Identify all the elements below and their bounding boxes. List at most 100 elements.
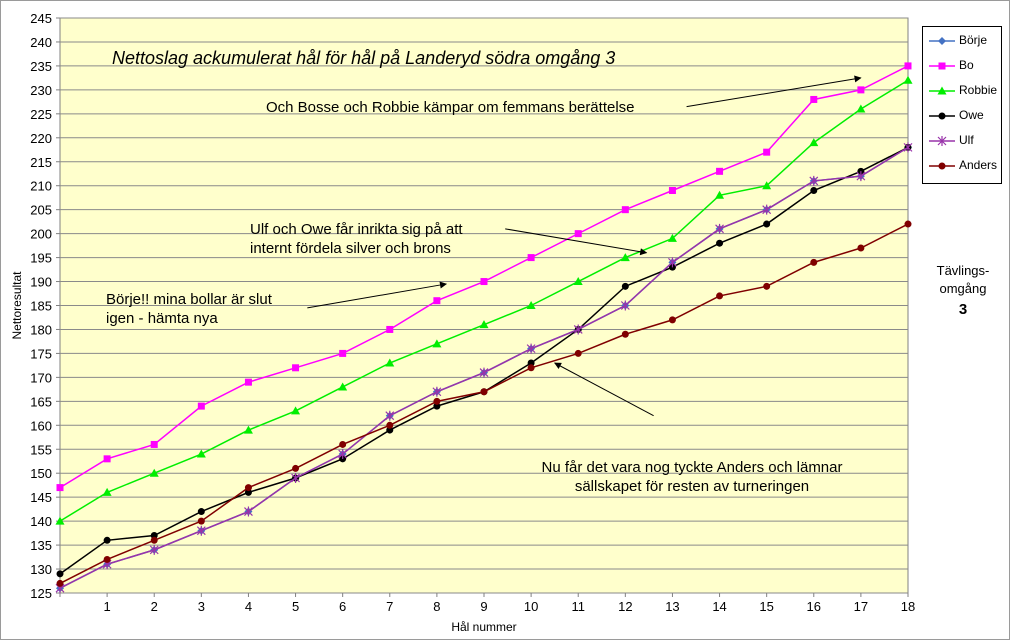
data-point-robbie bbox=[243, 425, 253, 434]
data-point-owe bbox=[810, 187, 818, 194]
legend-item-owe: Owe bbox=[923, 106, 1001, 126]
data-point-ulf bbox=[479, 367, 489, 378]
x-tick-label: 15 bbox=[759, 599, 773, 614]
data-point-bo bbox=[56, 484, 64, 492]
y-tick-label: 125 bbox=[30, 586, 52, 601]
data-point-anders bbox=[668, 316, 676, 324]
annotation-anders: Nu får det vara nog tyckte Anders och lä… bbox=[522, 458, 862, 496]
legend-marker-ulf bbox=[937, 136, 947, 146]
annotation-borje-line-2: igen - hämta nya bbox=[106, 310, 218, 327]
data-point-anders bbox=[339, 440, 347, 448]
data-point-ulf bbox=[526, 343, 536, 354]
data-point-anders bbox=[103, 555, 111, 563]
y-tick-label: 200 bbox=[30, 227, 52, 242]
chart-legend: Börje Bo Robbie Owe Ulf Anders bbox=[922, 26, 1002, 184]
data-point-owe bbox=[150, 532, 158, 539]
data-point-robbie bbox=[55, 516, 65, 525]
data-point-robbie bbox=[573, 277, 583, 286]
data-point-bo bbox=[433, 297, 441, 305]
y-tick-label: 140 bbox=[30, 514, 52, 529]
data-point-ulf bbox=[196, 525, 206, 536]
annotation-ulf-line-1: Ulf och Owe får inrikta sig på att bbox=[250, 221, 463, 238]
legend-item-bo: Bo bbox=[923, 56, 1001, 76]
data-point-owe bbox=[716, 239, 724, 247]
y-tick-label: 150 bbox=[30, 466, 52, 481]
x-tick-label: 6 bbox=[339, 599, 346, 614]
data-point-anders bbox=[150, 536, 158, 544]
y-tick-label: 245 bbox=[30, 11, 52, 26]
data-point-ulf bbox=[715, 223, 724, 234]
y-tick-label: 240 bbox=[30, 35, 52, 50]
data-point-bo bbox=[292, 364, 300, 372]
data-point-robbie bbox=[149, 468, 159, 477]
series-ulf bbox=[55, 142, 913, 594]
data-point-bo bbox=[103, 455, 111, 463]
legend-marker-robbie bbox=[937, 86, 947, 95]
data-point-ulf bbox=[762, 204, 772, 215]
data-point-robbie bbox=[102, 487, 112, 496]
data-point-robbie bbox=[809, 138, 819, 147]
x-tick-label: 13 bbox=[665, 599, 679, 614]
data-point-robbie bbox=[856, 104, 866, 113]
legend-label-robbie: Robbie bbox=[959, 83, 998, 97]
data-point-ulf bbox=[903, 142, 913, 153]
data-point-ulf bbox=[573, 324, 583, 335]
data-point-owe bbox=[527, 359, 535, 367]
y-tick-label: 165 bbox=[30, 394, 52, 409]
x-tick-label: 16 bbox=[807, 599, 821, 614]
x-tick-label: 10 bbox=[524, 599, 538, 614]
data-point-bo bbox=[621, 206, 629, 214]
data-point-owe bbox=[433, 402, 441, 410]
series-robbie bbox=[55, 75, 913, 525]
round-label: Tävlings-omgång 3 bbox=[920, 262, 1006, 319]
data-point-anders bbox=[244, 484, 252, 492]
y-tick-label: 185 bbox=[30, 299, 52, 314]
data-point-ulf bbox=[856, 171, 866, 182]
legend-label-owe: Owe bbox=[959, 108, 984, 122]
x-tick-label: 14 bbox=[712, 599, 726, 614]
data-point-owe bbox=[103, 536, 111, 544]
y-tick-label: 205 bbox=[30, 203, 52, 218]
data-point-anders bbox=[621, 330, 629, 338]
y-tick-label: 225 bbox=[30, 107, 52, 122]
annotation-anders-line-2: sällskapet för resten av turneringen bbox=[574, 478, 810, 495]
data-point-owe bbox=[621, 282, 629, 290]
annotation-ulf: Ulf och Owe får inrikta sig på att inter… bbox=[250, 220, 463, 258]
y-tick-label: 130 bbox=[30, 562, 52, 577]
data-point-bo bbox=[150, 440, 158, 448]
data-point-robbie bbox=[432, 339, 442, 348]
data-point-anders bbox=[433, 397, 441, 405]
x-tick-label: 11 bbox=[571, 599, 585, 614]
data-point-anders bbox=[197, 517, 205, 525]
data-point-anders bbox=[386, 421, 394, 429]
data-point-bo bbox=[480, 278, 488, 286]
annotation-bosse-line-1: Och Bosse och Robbie kämpar om femmans b… bbox=[266, 99, 635, 116]
x-tick-label: 18 bbox=[901, 599, 915, 614]
x-tick-label: 1 bbox=[103, 599, 110, 614]
x-tick-label: 4 bbox=[245, 599, 252, 614]
annotation-borje-line-1: Börje!! mina bollar är slut bbox=[106, 291, 272, 308]
legend-marker-b-rje bbox=[938, 37, 946, 45]
data-point-ulf bbox=[620, 300, 630, 311]
data-point-anders bbox=[292, 464, 300, 472]
x-tick-label: 17 bbox=[854, 599, 868, 614]
y-tick-label: 235 bbox=[30, 59, 52, 74]
round-label-text: Tävlings-omgång bbox=[936, 263, 990, 296]
legend-label-borje: Börje bbox=[959, 33, 988, 47]
y-axis-title: Nettoresultat bbox=[10, 271, 24, 340]
data-point-anders bbox=[716, 292, 724, 300]
data-point-robbie bbox=[196, 449, 206, 458]
data-point-ulf bbox=[809, 175, 819, 186]
data-point-robbie bbox=[338, 382, 348, 391]
annotation-bosse: Och Bosse och Robbie kämpar om femmans b… bbox=[266, 98, 635, 117]
data-point-owe bbox=[56, 570, 64, 578]
y-tick-label: 230 bbox=[30, 83, 52, 98]
data-point-ulf bbox=[432, 386, 442, 397]
legend-label-bo: Bo bbox=[959, 58, 974, 72]
y-tick-label: 175 bbox=[30, 346, 52, 361]
legend-marker-bo bbox=[938, 62, 946, 70]
x-tick-label: 2 bbox=[151, 599, 158, 614]
data-point-anders bbox=[574, 349, 582, 357]
data-point-robbie bbox=[715, 190, 725, 199]
